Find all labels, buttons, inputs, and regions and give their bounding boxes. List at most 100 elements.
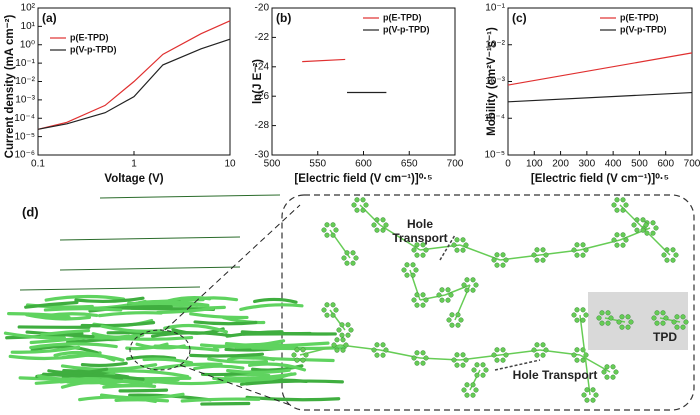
atom bbox=[540, 342, 546, 348]
atom bbox=[411, 247, 417, 253]
atom bbox=[463, 357, 469, 363]
atom bbox=[294, 347, 300, 353]
chain-layer bbox=[19, 286, 201, 291]
polymer-strand bbox=[207, 357, 269, 364]
y-axis-label: Current density (mA cm⁻²) bbox=[4, 15, 16, 159]
polymer-strand bbox=[212, 372, 297, 381]
chain-layer bbox=[59, 236, 241, 241]
legend-label: p(E-TPD) bbox=[70, 32, 109, 42]
atom bbox=[534, 247, 540, 253]
atom bbox=[354, 197, 360, 203]
polymer-strand bbox=[24, 300, 79, 309]
y-tick-label: 10⁻¹ bbox=[485, 3, 505, 14]
bond bbox=[379, 224, 421, 251]
polymer-strand bbox=[99, 381, 153, 388]
polymer-strand bbox=[43, 307, 123, 312]
atom bbox=[383, 222, 389, 228]
atom bbox=[371, 347, 377, 353]
atom bbox=[360, 207, 366, 213]
atom bbox=[420, 350, 426, 356]
atom bbox=[494, 347, 500, 353]
hole-transport-label: Hole Transport bbox=[512, 368, 598, 382]
atom bbox=[330, 222, 336, 228]
atom bbox=[620, 232, 626, 238]
polymer-strand bbox=[40, 328, 91, 337]
atom bbox=[574, 242, 580, 248]
atom bbox=[360, 197, 366, 203]
data-line bbox=[37, 20, 231, 130]
polymer-strand bbox=[193, 364, 245, 371]
atom bbox=[590, 387, 596, 393]
atom bbox=[500, 347, 506, 353]
atom bbox=[620, 242, 626, 248]
y-tick-label: 10⁰ bbox=[20, 39, 35, 50]
y-tick-label: 10⁻⁴ bbox=[14, 113, 35, 124]
atom bbox=[291, 352, 297, 358]
polymer-strand bbox=[59, 378, 145, 386]
y-tick-label: 10⁻¹ bbox=[15, 58, 35, 69]
polymer-strand bbox=[163, 323, 228, 334]
chain-layer bbox=[99, 194, 281, 199]
atom bbox=[663, 315, 669, 321]
polymer-strand bbox=[245, 395, 341, 402]
atom bbox=[414, 350, 420, 356]
polymer-strand bbox=[142, 357, 194, 365]
atom bbox=[531, 252, 537, 258]
bond bbox=[579, 314, 591, 396]
atom bbox=[664, 257, 670, 263]
atom bbox=[333, 227, 339, 233]
atom bbox=[583, 247, 589, 253]
atom bbox=[480, 362, 486, 368]
atom bbox=[294, 357, 300, 363]
atom bbox=[324, 312, 330, 318]
atom bbox=[500, 262, 506, 268]
atom bbox=[571, 312, 577, 318]
atom bbox=[670, 247, 676, 253]
atom bbox=[614, 242, 620, 248]
atom bbox=[610, 374, 616, 380]
hole-arrow bbox=[494, 359, 541, 371]
x-tick-label: 500 bbox=[264, 159, 281, 170]
atom bbox=[449, 322, 455, 328]
atom bbox=[461, 282, 467, 288]
zoom-line bbox=[164, 204, 301, 331]
tpd-label: TPD bbox=[653, 330, 677, 344]
y-tick-label: 10⁻³ bbox=[15, 95, 35, 106]
atom bbox=[494, 262, 500, 268]
atom bbox=[371, 222, 377, 228]
atom bbox=[334, 347, 340, 353]
polymer-strand bbox=[226, 355, 276, 362]
polymer-strand bbox=[193, 320, 258, 326]
atom bbox=[410, 262, 416, 268]
atom bbox=[680, 314, 686, 320]
atom bbox=[596, 315, 602, 321]
x-axis-label: [Electric field (V cm⁻¹)]⁰·⁵ bbox=[294, 172, 432, 185]
polymer-strand bbox=[189, 312, 249, 320]
atom bbox=[470, 382, 476, 388]
bond bbox=[659, 317, 681, 323]
atom bbox=[324, 222, 330, 228]
polymer-strand bbox=[80, 321, 156, 328]
atom bbox=[451, 357, 457, 363]
atom bbox=[350, 260, 356, 266]
atom bbox=[436, 292, 442, 298]
polymer-strand bbox=[7, 312, 70, 318]
polymer-strand bbox=[63, 373, 145, 381]
atom bbox=[341, 255, 347, 261]
atom bbox=[654, 310, 660, 316]
atom bbox=[574, 307, 580, 313]
atom bbox=[333, 307, 339, 313]
atom bbox=[540, 247, 546, 253]
atom bbox=[543, 252, 549, 258]
atom bbox=[423, 247, 429, 253]
atom bbox=[348, 327, 354, 333]
atom bbox=[623, 237, 629, 243]
polymer-strand bbox=[248, 362, 307, 372]
atom bbox=[620, 197, 626, 203]
atom bbox=[410, 272, 416, 278]
atom bbox=[340, 347, 346, 353]
atom bbox=[350, 250, 356, 256]
atom bbox=[454, 362, 460, 368]
atom bbox=[321, 307, 327, 313]
atom bbox=[470, 277, 476, 283]
